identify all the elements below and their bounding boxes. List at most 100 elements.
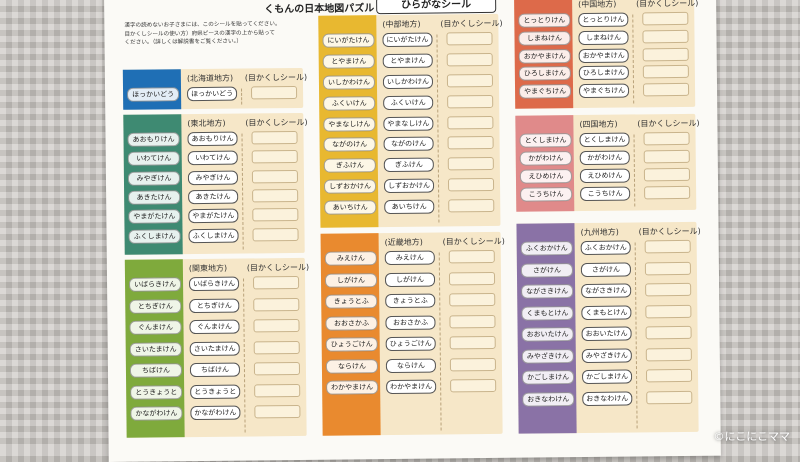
hiragana-sticker[interactable]: かごしまけん [581,369,633,385]
hiragana-sticker[interactable]: ぎふけん [383,157,434,173]
hiragana-sticker[interactable]: ひろしまけん [518,66,571,82]
hiragana-sticker[interactable]: みえけん [324,251,377,266]
blind-sticker[interactable] [644,185,691,200]
blind-sticker[interactable] [252,208,299,222]
blind-sticker[interactable] [447,178,495,192]
hiragana-sticker[interactable]: にいがたけん [382,32,433,48]
blind-sticker[interactable] [447,157,494,171]
hiragana-sticker[interactable]: えひめけん [519,169,573,184]
hiragana-sticker[interactable]: おおさかふ [385,315,436,330]
blind-sticker[interactable] [642,47,689,61]
hiragana-sticker[interactable]: とうきょうと [190,384,241,399]
blind-sticker[interactable] [642,29,689,44]
hiragana-sticker[interactable]: ながのけん [323,137,376,153]
hiragana-sticker[interactable]: おおさかふ [325,315,378,331]
hiragana-sticker[interactable]: かながわけん [190,405,241,421]
hiragana-sticker[interactable]: あいちけん [384,199,435,215]
hiragana-sticker[interactable]: しまねけん [578,30,629,45]
hiragana-sticker[interactable]: しずおかけん [323,179,377,194]
blind-sticker[interactable] [645,347,692,361]
blind-sticker[interactable] [450,378,497,393]
hiragana-sticker[interactable]: あおもりけん [127,132,180,147]
hiragana-sticker[interactable]: いわてけん [187,150,238,166]
hiragana-sticker[interactable]: みやざきけん [581,347,632,363]
blind-sticker[interactable] [645,282,692,297]
blind-sticker[interactable] [253,318,300,333]
hiragana-sticker[interactable]: とやまけん [322,54,375,69]
hiragana-sticker[interactable]: かがわけん [519,151,572,166]
blind-sticker[interactable] [251,130,298,145]
hiragana-sticker[interactable]: かごしまけん [521,370,575,385]
blind-sticker[interactable] [447,115,494,129]
hiragana-sticker[interactable]: わかやまけん [386,379,437,395]
blind-sticker[interactable] [449,314,496,328]
hiragana-sticker[interactable]: みえけん [384,250,435,266]
hiragana-sticker[interactable]: ならけん [385,358,436,373]
hiragana-sticker[interactable]: ふくいけん [323,95,376,111]
hiragana-sticker[interactable]: やまなしけん [383,116,434,131]
hiragana-sticker[interactable]: しがけん [324,272,378,288]
hiragana-sticker[interactable]: やまぐちけん [578,83,630,99]
hiragana-sticker[interactable]: ぐんまけん [189,319,240,335]
blind-sticker[interactable] [446,31,493,46]
hiragana-sticker[interactable]: いしかわけん [322,74,376,90]
hiragana-sticker[interactable]: とちぎけん [129,298,182,314]
blind-sticker[interactable] [251,150,298,164]
hiragana-sticker[interactable]: とくしまけん [579,132,630,148]
hiragana-sticker[interactable]: わかやまけん [326,380,379,395]
hiragana-sticker[interactable]: こうちけん [580,186,631,202]
hiragana-sticker[interactable]: こうちけん [520,187,573,202]
hiragana-sticker[interactable]: おかやまけん [518,48,571,64]
hiragana-sticker[interactable]: みやぎけん [127,170,181,186]
hiragana-sticker[interactable]: あきたけん [128,190,181,205]
blind-sticker[interactable] [448,271,496,285]
blind-sticker[interactable] [644,261,691,275]
hiragana-sticker[interactable]: とくしまけん [519,133,572,148]
blind-sticker[interactable] [448,249,495,264]
blind-sticker[interactable] [253,361,301,376]
hiragana-sticker[interactable]: にいがたけん [322,33,375,48]
hiragana-sticker[interactable]: おおいたけん [581,326,632,342]
hiragana-sticker[interactable]: えひめけん [579,168,631,184]
hiragana-sticker[interactable]: とやまけん [382,53,433,68]
hiragana-sticker[interactable]: ふくおかけん [580,240,631,256]
hiragana-sticker[interactable]: きょうとふ [325,294,378,309]
blind-sticker[interactable] [642,65,689,79]
hiragana-sticker[interactable]: やまがたけん [188,208,239,224]
blind-sticker[interactable] [643,131,690,146]
hiragana-sticker[interactable]: ひろしまけん [578,65,629,81]
hiragana-sticker[interactable]: とうきょうと [130,384,183,400]
hiragana-sticker[interactable]: いばらきけん [128,277,182,292]
hiragana-sticker[interactable]: ぎふけん [323,158,376,174]
hiragana-sticker[interactable]: ちばけん [129,363,183,378]
blind-sticker[interactable] [642,83,690,97]
hiragana-sticker[interactable]: いわてけん [127,151,180,167]
hiragana-sticker[interactable]: しがけん [384,272,436,287]
blind-sticker[interactable] [254,383,301,397]
blind-sticker[interactable] [643,149,690,164]
blind-sticker[interactable] [446,52,493,67]
hiragana-sticker[interactable]: くまもとけん [581,304,632,320]
hiragana-sticker[interactable]: あおもりけん [187,131,238,147]
blind-sticker[interactable] [645,325,692,340]
hiragana-sticker[interactable]: かがわけん [579,150,630,166]
blind-sticker[interactable] [253,340,300,354]
blind-sticker[interactable] [449,292,496,307]
blind-sticker[interactable] [449,335,496,350]
blind-sticker[interactable] [642,11,689,26]
hiragana-sticker[interactable]: いばらきけん [188,276,240,292]
hiragana-sticker[interactable]: おおいたけん [521,327,574,342]
hiragana-sticker[interactable]: ながのけん [383,136,434,152]
hiragana-sticker[interactable]: あきたけん [188,189,239,205]
blind-sticker[interactable] [449,357,496,371]
hiragana-sticker[interactable]: しまねけん [518,30,571,46]
blind-sticker[interactable] [645,304,692,318]
blind-sticker[interactable] [447,136,494,150]
hiragana-sticker[interactable]: ならけん [325,358,379,374]
hiragana-sticker[interactable]: ほっかいどう [187,86,238,102]
blind-sticker[interactable] [250,85,298,100]
hiragana-sticker[interactable]: かながわけん [130,406,183,421]
hiragana-sticker[interactable]: さがけん [580,261,632,277]
hiragana-sticker[interactable]: みやざきけん [521,348,574,364]
blind-sticker[interactable] [448,199,495,213]
